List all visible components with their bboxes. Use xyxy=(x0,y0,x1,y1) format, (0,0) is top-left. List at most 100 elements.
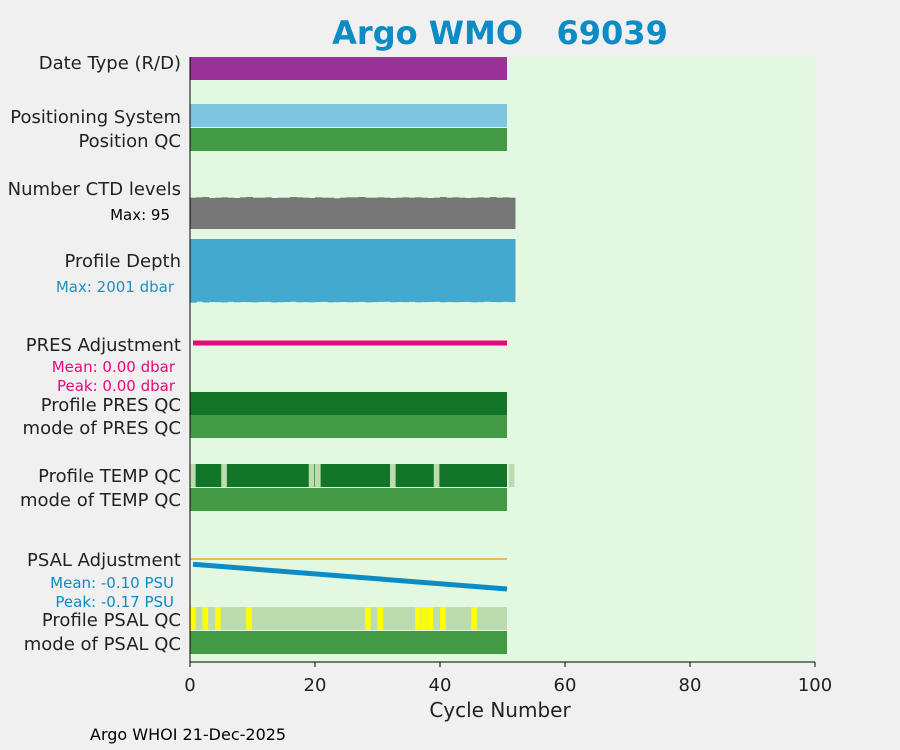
ctd-level-bar xyxy=(340,197,347,229)
ctd-level-bar xyxy=(496,197,503,229)
ctd-level-bar xyxy=(396,197,403,229)
profile-depth-bar xyxy=(265,239,272,302)
ctd-level-bar xyxy=(490,197,497,229)
x-axis-label: Cycle Number xyxy=(429,698,571,722)
ctd-level-bar xyxy=(346,197,353,229)
profile-depth-bar xyxy=(252,239,260,303)
ctd-level-bar xyxy=(415,197,422,229)
ctd-level-bar xyxy=(202,197,210,229)
profile-depth-label: Profile Depth xyxy=(64,251,181,272)
profile-depth-bar xyxy=(333,239,341,303)
profile-psal-qc-label: Profile PSAL QC xyxy=(42,610,181,631)
ctd-level-bar xyxy=(221,197,228,229)
x-tick-label: 40 xyxy=(429,675,452,696)
position-qc-bar xyxy=(190,128,507,151)
ctd-level-bar xyxy=(333,198,341,229)
ctd-level-bar xyxy=(483,197,491,229)
ctd-level-bar xyxy=(390,198,397,229)
psal-peak-label: Peak: -0.17 PSU xyxy=(55,593,174,611)
ctd-level-bar xyxy=(283,197,291,229)
profile-depth-max-label: Max: 2001 dbar xyxy=(56,278,175,296)
ctd-level-bar xyxy=(465,198,472,229)
profile-depth-bar xyxy=(277,239,285,303)
mode-psal-qc-bar xyxy=(190,631,507,654)
ctd-level-bar xyxy=(265,197,272,229)
profile-depth-bar xyxy=(402,239,410,303)
profile-depth-bar xyxy=(440,239,447,303)
mode-temp-qc-bar xyxy=(190,488,507,511)
x-tick-label: 100 xyxy=(798,675,832,696)
ctd-level-bar xyxy=(433,197,441,229)
ctd-level-bar xyxy=(358,197,366,229)
profile-depth-bar xyxy=(477,239,485,303)
ctd-level-bar xyxy=(383,197,391,229)
profile-depth-bar xyxy=(290,239,297,302)
position-qc-label: Position QC xyxy=(78,131,181,152)
profile-depth-bar xyxy=(283,239,291,303)
profile-pres-qc-bar xyxy=(190,392,507,415)
ctd-level-bar xyxy=(296,197,303,229)
profile-depth-bar xyxy=(421,239,428,303)
psal-qc-flag xyxy=(377,607,384,630)
profile-depth-bar xyxy=(327,239,335,303)
profile-depth-bar xyxy=(433,239,441,302)
ctd-level-bar xyxy=(233,198,241,229)
psal-qc-flag xyxy=(365,607,371,630)
profile-depth-bar xyxy=(340,239,347,303)
profile-temp-qc-label: Profile TEMP QC xyxy=(38,466,181,487)
ctd-level-bar xyxy=(371,197,378,229)
profile-psal-qc-bar xyxy=(190,607,507,630)
psal-qc-flag xyxy=(471,607,477,630)
profile-depth-bar xyxy=(196,239,203,302)
temp-qc-gap xyxy=(308,464,315,487)
psal-adjustment-line xyxy=(192,561,508,592)
ctd-level-bar xyxy=(458,197,466,229)
ctd-level-bar xyxy=(352,197,360,229)
profile-depth-bar xyxy=(377,239,385,303)
psal-mean-label: Mean: -0.10 PSU xyxy=(50,574,174,592)
profile-depth-bar xyxy=(358,239,366,302)
positioning-system-bar xyxy=(190,104,507,127)
ctd-level-bar xyxy=(365,197,372,229)
profile-depth-bar xyxy=(408,239,416,302)
pres-adjustment-label: PRES Adjustment xyxy=(26,335,181,356)
profile-depth-bar xyxy=(321,239,328,302)
profile-depth-bar xyxy=(490,239,497,303)
profile-depth-bar xyxy=(246,239,253,303)
profile-pres-qc-label: Profile PRES QC xyxy=(41,395,181,416)
profile-temp-qc-bar xyxy=(190,464,507,487)
profile-depth-bar xyxy=(308,239,316,303)
footer-credit: Argo WHOI 21-Dec-2025 xyxy=(90,725,287,744)
mode-temp-qc-label: mode of TEMP QC xyxy=(20,490,181,511)
profile-depth-bar xyxy=(383,239,391,302)
pres-peak-label: Peak: 0.00 dbar xyxy=(57,377,176,395)
profile-depth-bar xyxy=(221,239,228,303)
profile-depth-bar xyxy=(365,239,372,303)
ctd-level-bar xyxy=(227,197,235,229)
psal-adjustment-label: PSAL Adjustment xyxy=(27,550,181,571)
profile-depth-bar xyxy=(271,239,278,303)
psal-qc-flag xyxy=(421,607,427,630)
x-tick-label: 0 xyxy=(184,675,195,696)
profile-depth-bar xyxy=(496,239,503,303)
profile-depth-bar xyxy=(415,239,422,303)
profile-depth-bar xyxy=(502,239,510,302)
ctd-level-bar xyxy=(321,197,328,229)
ctd-level-bar xyxy=(421,197,428,229)
x-tick-label: 60 xyxy=(554,675,577,696)
psal-qc-flag xyxy=(190,607,196,630)
ctd-level-bar xyxy=(377,197,385,229)
ctd-level-bar xyxy=(502,197,510,229)
ctd-level-bar xyxy=(215,197,222,229)
profile-depth-bar xyxy=(465,239,472,302)
mode-psal-qc-label: mode of PSAL QC xyxy=(24,634,181,655)
ctd-level-bar xyxy=(246,197,253,229)
profile-depth-bar xyxy=(233,239,241,303)
ctd-level-bar xyxy=(446,197,453,229)
profile-depth-bar xyxy=(352,239,360,303)
ctd-level-bar xyxy=(440,197,447,229)
mode-pres-qc-label: mode of PRES QC xyxy=(23,418,181,439)
profile-depth-bar xyxy=(227,239,235,302)
ctd-level-bar xyxy=(308,198,316,229)
